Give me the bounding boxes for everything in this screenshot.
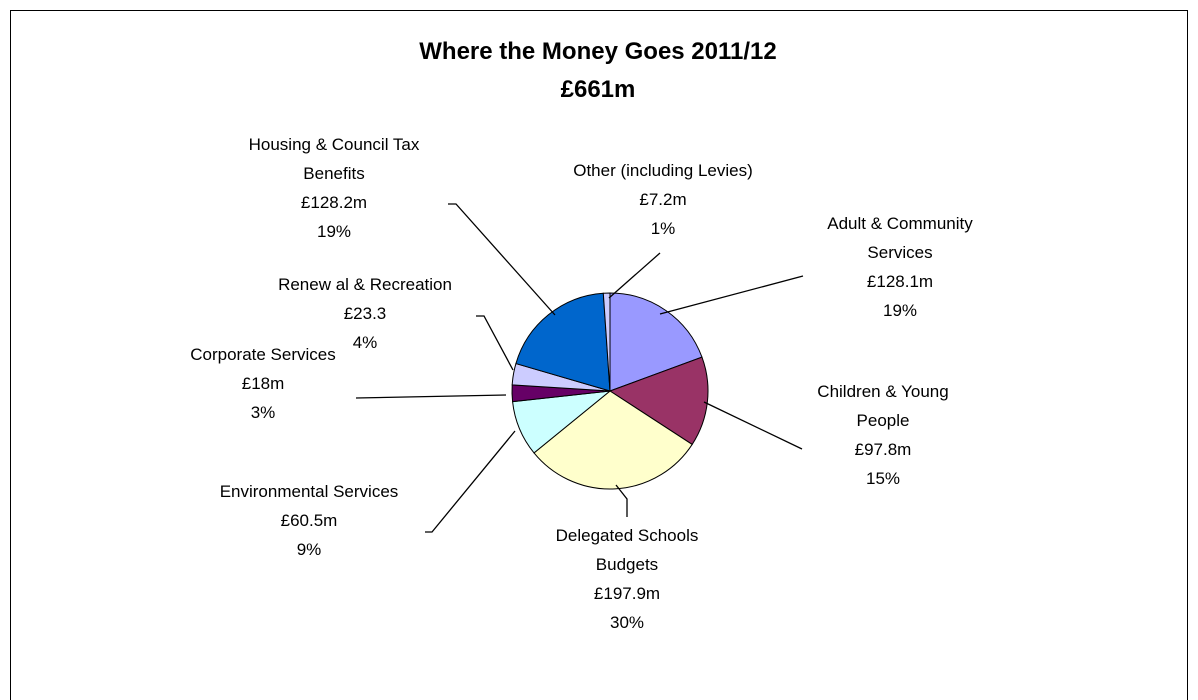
- slice-label-line: £197.9m: [594, 584, 660, 603]
- slice-label-6: Housing & Council Tax Benefits £128.2m 19%: [249, 135, 420, 241]
- slice-label-line: £7.2m: [639, 190, 686, 209]
- slice-label-line: People: [857, 411, 910, 430]
- slice-label-line: Corporate Services: [190, 345, 336, 364]
- slice-label-line: £128.1m: [867, 272, 933, 291]
- leader-line-3: [425, 430, 516, 533]
- slice-label-line: Housing & Council Tax: [249, 135, 420, 154]
- slice-label-7: Other (including Levies) £7.2m 1%: [573, 161, 753, 238]
- slice-label-3: Environmental Services £60.5m 9%: [220, 482, 399, 559]
- slice-label-line: 19%: [317, 222, 351, 241]
- slice-label-line: Environmental Services: [220, 482, 399, 501]
- pie-slice-0: [609, 292, 703, 392]
- pie-slice-6: [515, 292, 611, 392]
- slice-label-line: Budgets: [596, 555, 658, 574]
- chart-subtitle: £661m: [561, 76, 636, 103]
- slice-label-line: 4%: [353, 333, 378, 352]
- slice-label-line: Delegated Schools: [556, 526, 699, 545]
- slice-label-4: Corporate Services £18m 3%: [190, 345, 336, 422]
- slice-label-line: £18m: [242, 374, 285, 393]
- slice-label-line: £128.2m: [301, 193, 367, 212]
- slice-label-line: 30%: [610, 613, 644, 632]
- pie-slice-1: [608, 356, 709, 446]
- slice-label-line: 9%: [297, 540, 322, 559]
- slice-label-line: £97.8m: [855, 440, 912, 459]
- chart-title: Where the Money Goes 2011/12: [419, 38, 776, 65]
- slice-label-line: Services: [867, 243, 932, 262]
- slice-label-line: 3%: [251, 403, 276, 422]
- slice-label-line: Children & Young: [817, 382, 948, 401]
- slice-label-1: Children & Young People £97.8m 15%: [817, 382, 948, 488]
- pie-slice-2: [533, 390, 693, 490]
- slice-labels: Adult & Community Services £128.1m 19% Child…: [190, 135, 973, 632]
- pie-slice-7: [602, 292, 611, 392]
- slice-label-line: £60.5m: [281, 511, 338, 530]
- leader-line-4: [355, 394, 507, 399]
- pie-slices: [511, 292, 709, 490]
- slice-label-line: Renew al & Recreation: [278, 275, 452, 294]
- slice-label-line: Other (including Levies): [573, 161, 753, 180]
- slice-label-line: 1%: [651, 219, 676, 238]
- slice-label-0: Adult & Community Services £128.1m 19%: [827, 214, 973, 320]
- slice-label-line: Adult & Community: [827, 214, 973, 233]
- slice-label-line: Benefits: [303, 164, 364, 183]
- leader-line-7: [608, 252, 661, 299]
- slice-label-line: £23.3: [344, 304, 387, 323]
- leader-line-6: [448, 203, 556, 316]
- leader-lines: [355, 203, 804, 533]
- leader-line-0: [659, 275, 804, 315]
- chart-frame: [10, 10, 1188, 700]
- slice-label-line: 19%: [883, 301, 917, 320]
- slice-label-line: 15%: [866, 469, 900, 488]
- slice-label-5: Renew al & Recreation £23.3 4%: [278, 275, 452, 352]
- leader-line-2: [615, 484, 628, 517]
- leader-line-1: [703, 401, 803, 450]
- slice-label-2: Delegated Schools Budgets £197.9m 30%: [556, 526, 699, 632]
- leader-line-5: [476, 315, 514, 371]
